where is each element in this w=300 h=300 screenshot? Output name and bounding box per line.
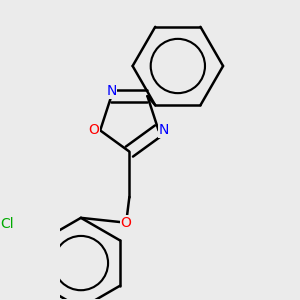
Text: O: O (121, 216, 132, 230)
Text: N: N (158, 123, 169, 137)
Text: N: N (106, 84, 116, 98)
Text: Cl: Cl (1, 217, 14, 231)
Text: O: O (88, 123, 99, 137)
